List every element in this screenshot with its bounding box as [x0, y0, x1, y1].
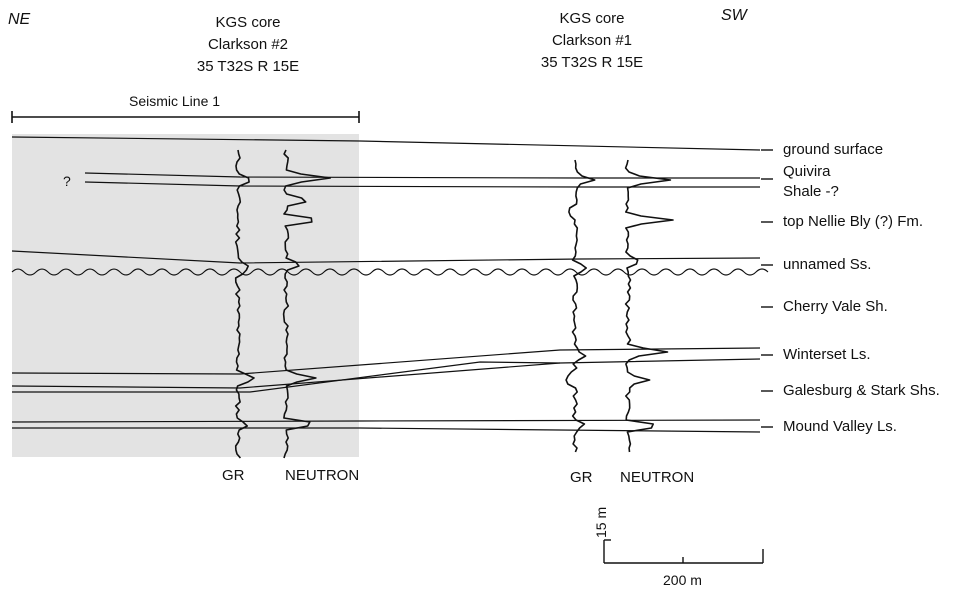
neutron-log-curve	[624, 159, 674, 453]
well-header-clarkson-1: KGS core Clarkson #1 35 T32S R 15E	[541, 8, 643, 74]
quivira-top-line	[84, 172, 760, 179]
winterset-top-line	[11, 347, 761, 375]
scale-horizontal-label: 200 m	[663, 572, 702, 588]
log-label-neutron: NEUTRON	[285, 467, 360, 484]
log-label-neutron: NEUTRON	[620, 469, 695, 486]
unconformity-wavy-line	[11, 268, 769, 276]
quivira-base-line	[84, 181, 760, 188]
winterset-base-line	[11, 358, 761, 389]
formation-label-ground-surface: ground surface	[783, 141, 884, 158]
well-header-line: 35 T32S R 15E	[540, 54, 644, 71]
seismic-line-label: Seismic Line 1	[129, 93, 221, 109]
well-header-line: Clarkson #2	[207, 36, 289, 53]
seismic-coverage-shading	[12, 134, 359, 457]
scale-bar	[603, 539, 764, 564]
well-header-line: 35 T32S R 15E	[196, 58, 300, 75]
formation-label-galesburg-stark: Galesburg & Stark Shs.	[783, 382, 940, 399]
uncertain-marker: ?	[63, 173, 71, 189]
formation-label-winterset: Winterset Ls.	[783, 346, 871, 363]
formation-label-nellie-bly: top Nellie Bly (?) Fm.	[783, 213, 924, 230]
scale-vertical-label: 15 m	[593, 506, 609, 538]
formation-label-mound-valley: Mound Valley Ls.	[783, 418, 897, 435]
unnamed-ss-top-line	[11, 250, 761, 264]
well-header-clarkson-2: KGS core Clarkson #2 35 T32S R 15E	[197, 12, 299, 78]
formation-label-quivira-shale: Shale -?	[783, 183, 839, 200]
orientation-sw-label: SW	[721, 7, 747, 24]
formation-label-cherry-vale: Cherry Vale Sh.	[783, 298, 888, 315]
neutron-log-curve	[282, 149, 331, 459]
gr-log-curve	[234, 149, 255, 459]
log-label-gr: GR	[570, 469, 593, 486]
gr-log-curve	[565, 159, 596, 453]
well-header-line: Clarkson #1	[551, 32, 633, 49]
winterset-lower-line	[12, 361, 561, 393]
well-header-line: KGS core	[559, 10, 625, 27]
label-leader-ticks	[761, 149, 773, 428]
seismic-line-bar	[11, 111, 360, 123]
formation-label-unnamed-ss: unnamed Ss.	[783, 256, 872, 273]
well-header-line: KGS core	[215, 14, 281, 31]
mound-valley-base-line	[12, 427, 761, 433]
log-label-gr: GR	[222, 467, 245, 484]
ground-surface-line	[11, 136, 761, 151]
formation-label-quivira: Quivira	[783, 163, 831, 180]
orientation-ne-label: NE	[8, 11, 31, 28]
